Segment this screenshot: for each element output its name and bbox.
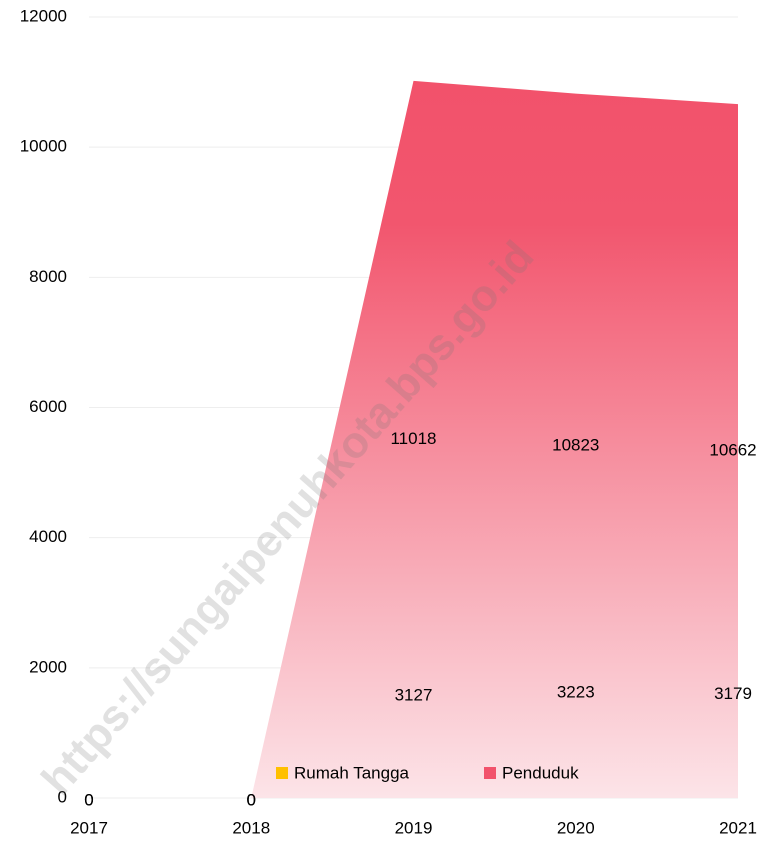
area xyxy=(89,80,738,798)
y-tick-label: 6000 xyxy=(29,397,67,416)
legend-swatch xyxy=(484,767,496,779)
data-label: 0 xyxy=(84,790,93,809)
y-tick-label: 10000 xyxy=(20,137,67,156)
plot-area: 0 2000 4000 6000 8000 10000 12000 2017 2018 2019 2… xyxy=(20,6,757,837)
x-tick-label: 2017 xyxy=(70,818,108,837)
data-label: 0 xyxy=(247,790,256,809)
x-tick-label: 2018 xyxy=(232,818,270,837)
y-tick-label: 4000 xyxy=(29,527,67,546)
data-label: 11018 xyxy=(390,429,436,448)
x-tick-label: 2021 xyxy=(719,818,757,837)
x-tick-label: 2020 xyxy=(557,818,595,837)
data-label: 3127 xyxy=(395,686,433,705)
legend-label: Penduduk xyxy=(502,763,579,782)
data-label: 3223 xyxy=(557,683,595,702)
legend-swatch xyxy=(276,767,288,779)
y-tick-label: 0 xyxy=(58,787,67,806)
data-label: 10823 xyxy=(552,435,599,454)
x-tick-label: 2019 xyxy=(395,818,433,837)
y-tick-label: 2000 xyxy=(29,657,67,676)
y-tick-label: 12000 xyxy=(20,6,67,25)
y-tick-label: 8000 xyxy=(29,267,67,286)
data-label: 0 xyxy=(247,790,256,809)
data-label: 0 xyxy=(84,790,93,809)
data-label: 10662 xyxy=(709,441,756,460)
legend-label: Rumah Tangga xyxy=(294,763,410,782)
data-label: 3179 xyxy=(714,684,752,703)
